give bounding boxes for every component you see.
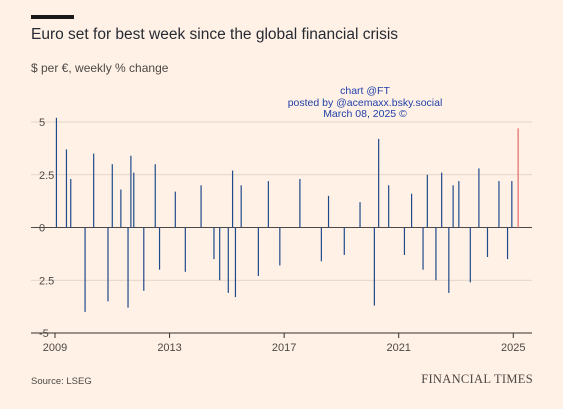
credit-line-1: chart @FT [340, 85, 390, 97]
x-tick-label: 2009 [43, 342, 67, 354]
y-tick-label: 0 [39, 223, 45, 235]
bar-series [55, 117, 513, 312]
publisher-logo: FINANCIAL TIMES [421, 372, 533, 386]
credit-watermark: chart @FT posted by @acemaxx.bsky.social… [270, 85, 460, 121]
chart-subtitle: $ per €, weekly % change [31, 61, 169, 75]
x-tick-label: 2021 [386, 342, 410, 354]
y-axis-labels: 5 2.5 0 2.5 -5 [39, 117, 54, 340]
x-tick-label: 2013 [157, 342, 181, 354]
chart-title: Euro set for best week since the global … [31, 26, 399, 43]
x-tick-label: 2025 [501, 342, 525, 354]
y-tick-label: 5 [39, 117, 45, 129]
source-note: Source: LSEG [31, 376, 92, 387]
x-tick-label: 2017 [272, 342, 296, 354]
credit-line-2: posted by @acemaxx.bsky.social [287, 96, 443, 109]
y-tick-label: 2.5 [39, 275, 54, 287]
grid-lines [31, 121, 532, 334]
y-tick-label: -5 [39, 328, 49, 340]
x-axis-labels: 2009 2013 2017 2021 2025 [43, 342, 526, 354]
brand-rule [31, 15, 74, 19]
x-axis [31, 332, 532, 338]
credit-line-3: March 08, 2025 © [323, 108, 407, 120]
y-tick-label: 2.5 [39, 170, 54, 182]
